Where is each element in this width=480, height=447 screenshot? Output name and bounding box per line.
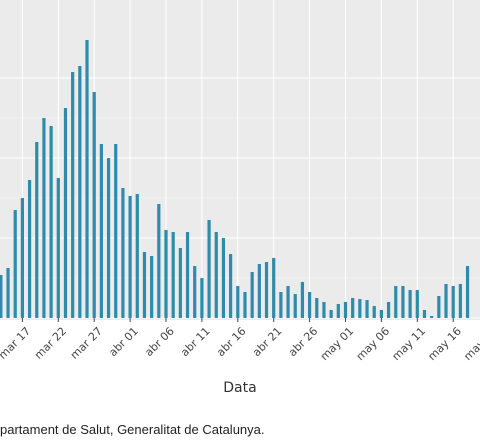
bar	[42, 118, 46, 318]
bar	[422, 310, 427, 318]
bar	[329, 310, 333, 318]
bar	[20, 198, 24, 318]
x-tick-label: may 21	[461, 325, 480, 364]
bar	[401, 286, 405, 318]
x-tick-label: abr 01	[106, 325, 140, 359]
source-caption: partament de Salut, Generalitat de Catal…	[0, 422, 265, 437]
bar	[322, 302, 326, 318]
bar	[250, 272, 254, 318]
bar	[458, 284, 462, 318]
bar	[257, 264, 261, 318]
x-tick-label: may 01	[318, 325, 357, 364]
x-axis-title: Data	[223, 380, 256, 396]
x-tick-label: abr 11	[178, 325, 212, 359]
bar	[358, 299, 362, 318]
bar	[27, 180, 32, 318]
x-tick-label: abr 06	[142, 325, 176, 359]
x-tick-label: may 16	[425, 325, 464, 364]
bar	[465, 266, 470, 318]
bar	[451, 286, 455, 318]
x-tick-label: abr 21	[250, 325, 284, 359]
bar	[336, 304, 340, 318]
bar	[308, 292, 312, 318]
bar	[78, 66, 82, 318]
bar	[6, 268, 10, 318]
bar	[193, 266, 197, 318]
bar	[264, 262, 269, 318]
bar	[157, 204, 161, 318]
x-tick-label: abr 16	[214, 325, 248, 359]
bar	[164, 230, 168, 318]
bar	[171, 232, 175, 318]
bar	[430, 316, 434, 318]
bar	[0, 275, 3, 318]
bar	[236, 286, 240, 318]
bar	[178, 248, 182, 318]
bar	[85, 40, 89, 318]
bar	[135, 194, 139, 318]
x-tick-label: may 11	[390, 325, 429, 364]
bar	[365, 300, 369, 318]
x-tick-label: mar 17	[0, 325, 33, 362]
bar	[63, 108, 68, 318]
x-tick-label: may 06	[354, 325, 393, 364]
x-tick-label: mar 27	[68, 325, 105, 362]
bar	[185, 232, 190, 318]
bar	[300, 282, 305, 318]
bar	[444, 284, 448, 318]
bar	[71, 72, 75, 318]
bar	[229, 254, 233, 318]
bar	[408, 290, 412, 318]
bar	[315, 298, 319, 318]
bar	[35, 142, 39, 318]
bar	[128, 196, 132, 318]
bar	[92, 92, 96, 318]
bar	[121, 188, 125, 318]
bar	[114, 144, 118, 318]
bar	[437, 296, 441, 318]
bars	[0, 40, 470, 318]
bar	[99, 144, 103, 318]
bar	[243, 292, 247, 318]
bar	[207, 220, 211, 318]
bar	[279, 292, 283, 318]
x-tick-label: mar 22	[32, 325, 69, 362]
bar	[272, 258, 276, 318]
bar	[200, 278, 204, 318]
bar	[286, 286, 290, 318]
bar	[214, 232, 218, 318]
bar	[142, 252, 147, 318]
bar	[150, 256, 154, 318]
bar	[56, 178, 60, 318]
bar	[372, 306, 376, 318]
bar	[49, 126, 53, 318]
bar	[386, 302, 391, 318]
bar	[13, 210, 17, 318]
bar	[221, 238, 226, 318]
bar	[293, 294, 297, 318]
bar	[394, 286, 398, 318]
bar	[106, 158, 111, 318]
bar	[351, 298, 355, 318]
bar	[343, 302, 348, 318]
bar	[379, 310, 383, 318]
x-tick-label: abr 26	[286, 325, 320, 359]
bar	[415, 290, 419, 318]
